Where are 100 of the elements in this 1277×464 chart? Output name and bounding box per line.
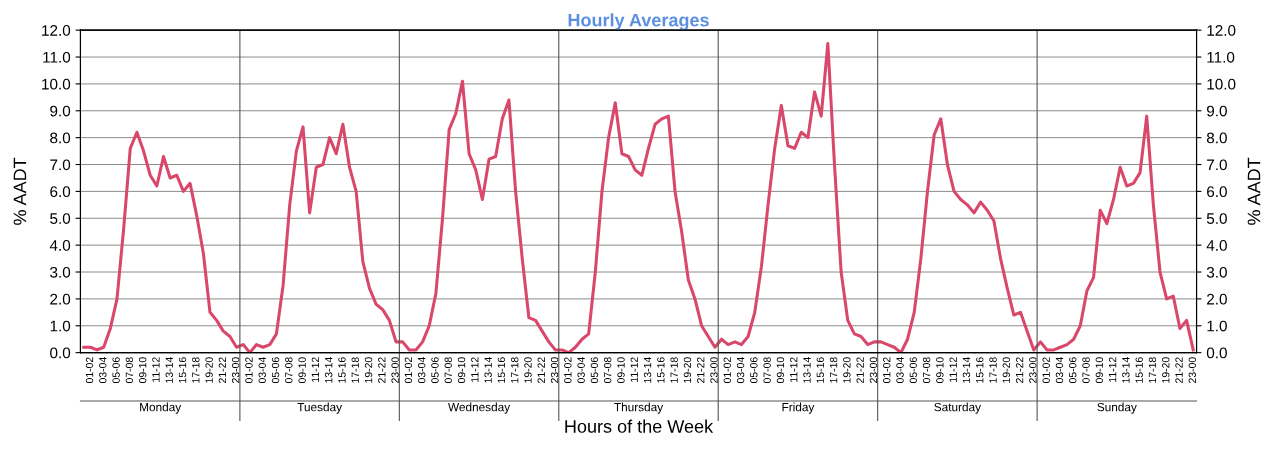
x-tick-label: 09-10 xyxy=(138,357,147,384)
y-tick-label: 5.0 xyxy=(50,213,71,224)
x-tick-label: 03-04 xyxy=(1055,357,1064,384)
x-tick-label: 01-02 xyxy=(85,357,94,384)
x-tick-label: 07-08 xyxy=(1082,357,1090,384)
x-tick-label: 05-06 xyxy=(271,357,280,384)
x-tick-label: 21-22 xyxy=(218,357,226,383)
x-tick-label: 17-18 xyxy=(351,357,359,383)
y-tick-label: 4.0 xyxy=(49,240,71,251)
y-tick-label: 11.0 xyxy=(43,51,71,63)
x-tick-label: 07-08 xyxy=(604,357,612,384)
x-tick-label: 19-20 xyxy=(205,357,213,383)
x-tick-label: 15-16 xyxy=(497,357,506,383)
x-tick-label: 05-06 xyxy=(909,357,917,384)
x-tick-label: 11-12 xyxy=(152,357,160,382)
y2-tick-label: 3.0 xyxy=(1206,266,1227,278)
x-tick-label: 23-00 xyxy=(710,357,718,383)
x-tick-label: 21-22 xyxy=(856,357,864,383)
x-tick-label: 03-04 xyxy=(577,357,585,384)
text: Thursday xyxy=(614,402,664,414)
x-tick-label: 09-10 xyxy=(1095,357,1104,384)
y-tick-label: 9.0 xyxy=(50,105,71,117)
text: Sunday xyxy=(1097,402,1137,414)
x-tick-label: 13-14 xyxy=(803,357,811,383)
y2-tick-label: 7.0 xyxy=(1207,159,1227,171)
text: Friday xyxy=(782,402,815,414)
y-tick-label: 0.0 xyxy=(50,347,71,359)
x-tick-label: 13-14 xyxy=(643,357,652,383)
x-tick-label: 21-22 xyxy=(1015,357,1024,383)
x-tick-label: 21-22 xyxy=(537,357,545,383)
x-tick-label: 03-04 xyxy=(258,357,266,384)
x-tick-label: 23-00 xyxy=(869,357,878,383)
x-tick-label: 07-08 xyxy=(125,357,134,384)
x-tick-label: 19-20 xyxy=(524,357,532,383)
x-tick-label: 19-20 xyxy=(1002,357,1011,383)
y2-tick-label: 11.0 xyxy=(1207,51,1235,63)
x-tick-label: 15-16 xyxy=(816,357,824,383)
x-tick-label: 19-20 xyxy=(364,357,373,383)
x-tick-label: 07-08 xyxy=(444,357,452,384)
y2-tick-label: 9.0 xyxy=(1206,105,1227,117)
x-tick-label: 09-10 xyxy=(936,357,944,384)
x-tick-label: 05-06 xyxy=(431,357,439,384)
y-tick-label: 12.0 xyxy=(42,25,71,36)
x-tick-label: 21-22 xyxy=(1175,357,1183,383)
y-tick-label: 3.0 xyxy=(50,266,71,278)
x-tick-label: 05-06 xyxy=(750,357,758,384)
x-tick-label: 19-20 xyxy=(1162,357,1170,383)
text: Monday xyxy=(140,402,182,414)
y2-tick-label: 1.0 xyxy=(1207,320,1227,332)
x-tick-label: 23-00 xyxy=(391,357,399,383)
x-tick-label: 01-02 xyxy=(883,357,891,384)
x-tick-label: 21-22 xyxy=(697,357,705,383)
x-tick-label: 09-10 xyxy=(617,357,625,384)
y-tick-label: 2.0 xyxy=(50,293,71,305)
x-tick-label: 13-14 xyxy=(1122,357,1130,383)
y2-tick-label: 6.0 xyxy=(1207,186,1227,198)
x-tick-label: 23-00 xyxy=(231,357,240,383)
x-tick-label: 11-12 xyxy=(949,357,957,382)
x-tick-label: 09-10 xyxy=(776,357,785,384)
x-tick-label: 17-18 xyxy=(1148,357,1157,383)
x-tick-label: 09-10 xyxy=(457,357,466,384)
x-tick-label: 03-04 xyxy=(736,357,745,384)
x-tick-label: 11-12 xyxy=(1108,357,1117,382)
x-tick-label: 17-18 xyxy=(511,357,519,383)
y2-tick-label: 12.0 xyxy=(1207,25,1236,36)
x-tick-label: 01-02 xyxy=(723,357,731,384)
x-tick-label: 19-20 xyxy=(683,357,692,383)
y2-tick-label: 2.0 xyxy=(1207,293,1227,305)
x-tick-label: 17-18 xyxy=(670,357,678,383)
y2-tick-label: 4.0 xyxy=(1206,240,1227,251)
x-tick-label: 15-16 xyxy=(657,357,665,383)
y-axis-title: % AADT xyxy=(13,157,27,225)
x-tick-label: 23-00 xyxy=(1029,357,1037,383)
y2-tick-label: 8.0 xyxy=(1206,132,1227,144)
text: Saturday xyxy=(934,402,981,414)
y2-tick-label: 0.0 xyxy=(1206,347,1227,359)
x-tick-label: 13-14 xyxy=(484,357,492,383)
x-tick-label: 07-08 xyxy=(763,357,771,384)
y2-tick-label: 10.0 xyxy=(1207,78,1236,90)
y-tick-label: 7.0 xyxy=(50,159,71,171)
x-tick-label: 11-12 xyxy=(311,357,319,382)
x-tick-label: 13-14 xyxy=(325,357,333,383)
x-tick-label: 05-06 xyxy=(112,357,120,384)
x-tick-label: 21-22 xyxy=(378,357,386,383)
x-tick-label: 03-04 xyxy=(99,357,107,384)
x-tick-label: 15-16 xyxy=(178,357,187,383)
x-tick-label: 17-18 xyxy=(192,357,200,383)
x-tick-label: 17-18 xyxy=(989,357,997,383)
y-tick-label: 8.0 xyxy=(50,132,71,144)
y-tick-label: 1.0 xyxy=(50,320,71,332)
x-tick-label: 15-16 xyxy=(338,357,346,383)
y-tick-label: 6.0 xyxy=(50,186,71,198)
x-tick-label: 05-06 xyxy=(590,357,599,384)
text: Tuesday xyxy=(297,402,343,414)
text: Wednesday xyxy=(448,402,511,414)
x-tick-label: 17-18 xyxy=(829,357,838,383)
x-tick-label: 23-00 xyxy=(550,357,559,383)
x-tick-label: 09-10 xyxy=(298,357,306,384)
x-tick-label: 23-00 xyxy=(1188,357,1197,383)
x-tick-label: 01-02 xyxy=(245,357,253,384)
